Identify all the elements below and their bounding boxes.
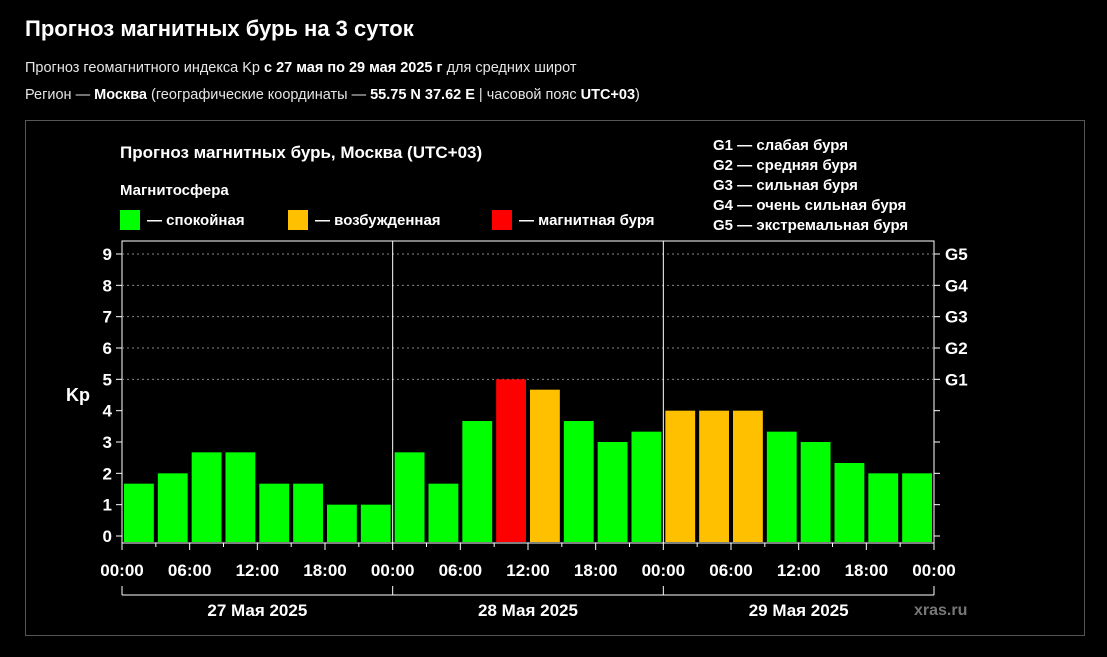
bar bbox=[733, 410, 763, 542]
x-tick-label: 18:00 bbox=[845, 561, 888, 580]
x-tick-label: 12:00 bbox=[777, 561, 820, 580]
y-tick-label: 1 bbox=[103, 496, 112, 515]
kp-forecast-chart: 0 1 2 3 4 5 6 7 8 9 G1 G2 G3 G4 G5 Kp 00:00 06:00 12:00 18:… bbox=[66, 137, 968, 620]
x-tick-label: 18:00 bbox=[574, 561, 617, 580]
y-tick-label: 7 bbox=[103, 308, 112, 327]
bar bbox=[157, 473, 188, 542]
date-range: с 27 мая по 29 мая 2025 г bbox=[263, 60, 443, 76]
legend-label-storm: — магнитная буря bbox=[519, 212, 655, 229]
g-legend-item: G5 — экстремальная буря bbox=[713, 217, 908, 234]
y-axis-label: Kp bbox=[66, 385, 90, 405]
bar bbox=[327, 504, 357, 542]
subtitle-text: для средних широт bbox=[442, 60, 577, 76]
bar bbox=[834, 462, 865, 542]
g-scale-label: G2 bbox=[945, 339, 968, 358]
g-legend-item: G2 — средняя буря bbox=[713, 157, 857, 174]
x-tick-label: 00:00 bbox=[642, 561, 685, 580]
bar bbox=[259, 483, 290, 542]
g-scale-label: G1 bbox=[945, 370, 968, 389]
g-legend-item: G1 — слабая буря bbox=[713, 137, 848, 154]
bar bbox=[496, 379, 526, 542]
legend-label-calm: — спокойная bbox=[147, 212, 245, 229]
bar bbox=[394, 452, 425, 542]
y-tick-label: 2 bbox=[103, 464, 112, 483]
bar bbox=[428, 483, 459, 542]
forecast-subtitle: Прогноз геомагнитного индекса Kp с 27 ма… bbox=[25, 60, 576, 76]
x-tick-label: 00:00 bbox=[912, 561, 955, 580]
bar bbox=[462, 421, 493, 542]
chart-frame: 0 1 2 3 4 5 6 7 8 9 G1 G2 G3 G4 G5 Kp 00:00 06:00 12:00 18:… bbox=[25, 120, 1085, 636]
legend-swatch-calm bbox=[120, 210, 140, 230]
region-name: Москва bbox=[94, 87, 147, 103]
day-label: 27 Мая 2025 bbox=[207, 601, 307, 620]
day-label: 29 Мая 2025 bbox=[749, 601, 849, 620]
bar bbox=[631, 431, 662, 542]
x-tick-label: 12:00 bbox=[236, 561, 279, 580]
region-text: Регион — bbox=[25, 87, 95, 103]
bar bbox=[868, 473, 899, 542]
region-text: | часовой пояс bbox=[474, 87, 581, 103]
day-label: 28 Мая 2025 bbox=[478, 601, 578, 620]
x-tick-label: 00:00 bbox=[371, 561, 414, 580]
y-tick-label: 8 bbox=[103, 276, 112, 295]
page-title: Прогноз магнитных бурь на 3 суток bbox=[25, 16, 414, 41]
x-tick-label: 00:00 bbox=[100, 561, 143, 580]
bar bbox=[225, 452, 256, 542]
bar bbox=[360, 504, 391, 542]
legend-swatch-storm bbox=[492, 210, 512, 230]
y-tick-label: 0 bbox=[103, 527, 112, 546]
x-tick-label: 06:00 bbox=[709, 561, 752, 580]
chart-title: Прогноз магнитных бурь, Москва (UTC+03) bbox=[120, 143, 482, 162]
y-tick-label: 9 bbox=[103, 245, 112, 264]
y-tick-label: 5 bbox=[103, 370, 112, 389]
y-tick-label: 4 bbox=[103, 402, 113, 421]
bar bbox=[597, 442, 628, 542]
bar bbox=[530, 389, 560, 542]
legend-swatch-excited bbox=[288, 210, 308, 230]
g-legend-item: G4 — очень сильная буря bbox=[713, 197, 906, 214]
bar bbox=[293, 483, 323, 542]
g-scale-label: G5 bbox=[945, 245, 968, 264]
region-line: Регион — Москва (географические координа… bbox=[25, 87, 640, 103]
region-text: (географические координаты — bbox=[146, 87, 371, 103]
subtitle-text: Прогноз геомагнитного индекса Kp bbox=[25, 60, 264, 76]
legend-title: Магнитосфера bbox=[120, 182, 229, 199]
timezone: UTC+03 bbox=[580, 87, 636, 103]
bar bbox=[766, 431, 797, 542]
g-scale-label: G3 bbox=[945, 308, 968, 327]
bar bbox=[665, 410, 696, 542]
x-tick-label: 18:00 bbox=[303, 561, 346, 580]
x-tick-label: 12:00 bbox=[506, 561, 549, 580]
g-scale-label: G4 bbox=[945, 276, 968, 295]
y-tick-label: 6 bbox=[103, 339, 112, 358]
bar bbox=[124, 483, 154, 542]
bar bbox=[563, 421, 594, 542]
bar bbox=[902, 473, 932, 542]
bar bbox=[800, 442, 831, 542]
g-legend-item: G3 — сильная буря bbox=[713, 177, 858, 194]
watermark: xras.ru bbox=[914, 602, 967, 619]
bar bbox=[699, 410, 729, 542]
x-tick-label: 06:00 bbox=[439, 561, 482, 580]
region-text: ) bbox=[635, 87, 640, 103]
bar bbox=[191, 452, 222, 542]
legend-label-excited: — возбужденная bbox=[315, 212, 441, 229]
x-tick-label: 06:00 bbox=[168, 561, 211, 580]
coordinates: 55.75 N 37.62 E bbox=[370, 87, 475, 103]
y-tick-label: 3 bbox=[103, 433, 112, 452]
